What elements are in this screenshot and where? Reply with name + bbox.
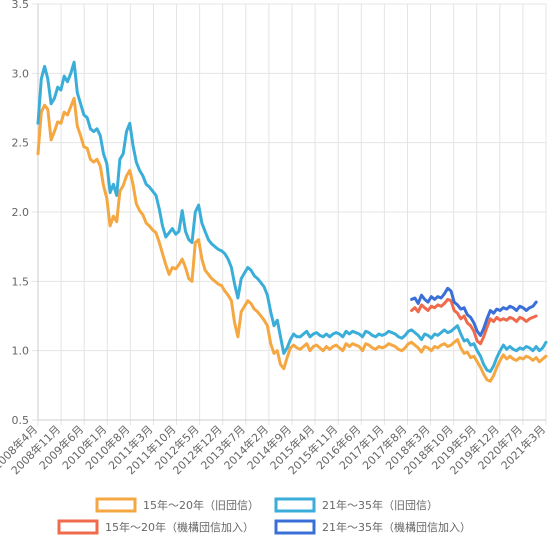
legend-item-1[interactable]: 21年～35年（旧団信） [274,497,438,513]
legend-swatch [274,519,316,535]
legend-label: 15年～20年（旧団信） [143,498,259,512]
series-line-2 [410,297,538,346]
y-tick-label: 1.0 [12,345,30,358]
legend-item-2[interactable]: 15年～20年（機構団信加入） [57,519,254,535]
y-tick-label: 2.5 [12,137,30,150]
series-line-1 [36,60,548,373]
y-tick-label: 3.0 [12,67,30,80]
grid-lines [32,3,547,425]
y-axis: 0.5 1.0 1.5 2.0 2.5 3.0 3.5 [12,0,30,427]
legend-label: 21年～35年（機構団信加入） [322,520,471,534]
legend: 15年～20年（旧団信） 21年～35年（旧団信） 15年～20年（機構団信加入） 2… [57,497,471,535]
series-line-0 [36,96,548,383]
legend-label: 21年～35年（旧団信） [322,498,438,512]
legend-label: 15年～20年（機構団信加入） [105,520,254,534]
series-layer [36,60,548,383]
legend-item-0[interactable]: 15年～20年（旧団信） [95,497,259,513]
series-line-3 [410,286,538,337]
y-tick-label: 3.5 [12,0,30,11]
legend-swatch [274,497,316,513]
y-tick-label: 1.5 [12,275,30,288]
legend-item-3[interactable]: 21年～35年（機構団信加入） [274,519,471,535]
y-tick-label: 2.0 [12,206,30,219]
y-tick-label: 0.5 [12,414,30,427]
legend-swatch [57,519,99,535]
legend-swatch [95,497,137,513]
x-axis: 2008年4月2008年11月2009年6月2010年1月2010年8月2011… [0,422,548,477]
